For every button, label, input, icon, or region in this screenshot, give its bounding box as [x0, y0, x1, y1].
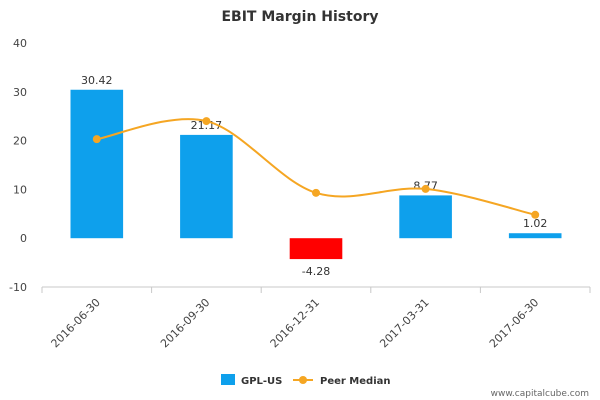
x-tick-label: 2016-09-30	[158, 296, 212, 350]
legend-marker	[299, 376, 307, 384]
peer-median-series	[92, 117, 540, 219]
bar	[508, 233, 562, 239]
legend-bar-swatch	[221, 374, 235, 385]
legend[interactable]: GPL-US Peer Median	[221, 374, 391, 387]
x-tick-label: 2017-03-31	[377, 296, 431, 350]
y-tick-label: 0	[20, 232, 27, 245]
x-tick-label: 2016-06-30	[49, 296, 103, 350]
bar-data-label: 30.42	[81, 74, 113, 87]
legend-label-peer: Peer Median	[320, 376, 391, 387]
chart-title: EBIT Margin History	[221, 9, 378, 25]
y-axis: 40 30 20 10 0 -10	[9, 37, 27, 294]
x-axis: 2016-06-30 2016-09-30 2016-12-31 2017-03-31…	[41, 286, 591, 350]
y-tick-label: 10	[13, 183, 27, 196]
y-tick-label: 20	[13, 135, 27, 148]
bar-data-label: -4.28	[302, 265, 330, 278]
y-tick-label: -10	[9, 281, 27, 294]
x-tick-label: 2016-12-31	[268, 296, 322, 350]
x-tick-label: 2017-06-30	[487, 296, 541, 350]
legend-label-gpl: GPL-US	[241, 376, 282, 387]
bar	[70, 89, 124, 239]
bar	[399, 195, 452, 239]
credit-text: www.capitalcube.com	[491, 389, 589, 399]
bar	[289, 238, 343, 260]
y-tick-label: 40	[13, 37, 27, 50]
y-tick-label: 30	[13, 86, 27, 99]
bar-series	[70, 89, 562, 260]
peer-median-point	[531, 210, 540, 219]
legend-item-gpl[interactable]: GPL-US	[221, 374, 282, 387]
peer-median-point	[202, 117, 211, 126]
bar	[180, 134, 233, 239]
peer-median-point	[312, 188, 320, 197]
peer-median-line	[96, 118, 536, 216]
peer-median-point	[92, 135, 101, 144]
bar-data-label: 1.02	[523, 217, 548, 230]
bar-data-label: 21.17	[191, 119, 223, 132]
legend-item-peer[interactable]: Peer Median	[293, 376, 391, 387]
peer-median-point	[421, 184, 430, 193]
